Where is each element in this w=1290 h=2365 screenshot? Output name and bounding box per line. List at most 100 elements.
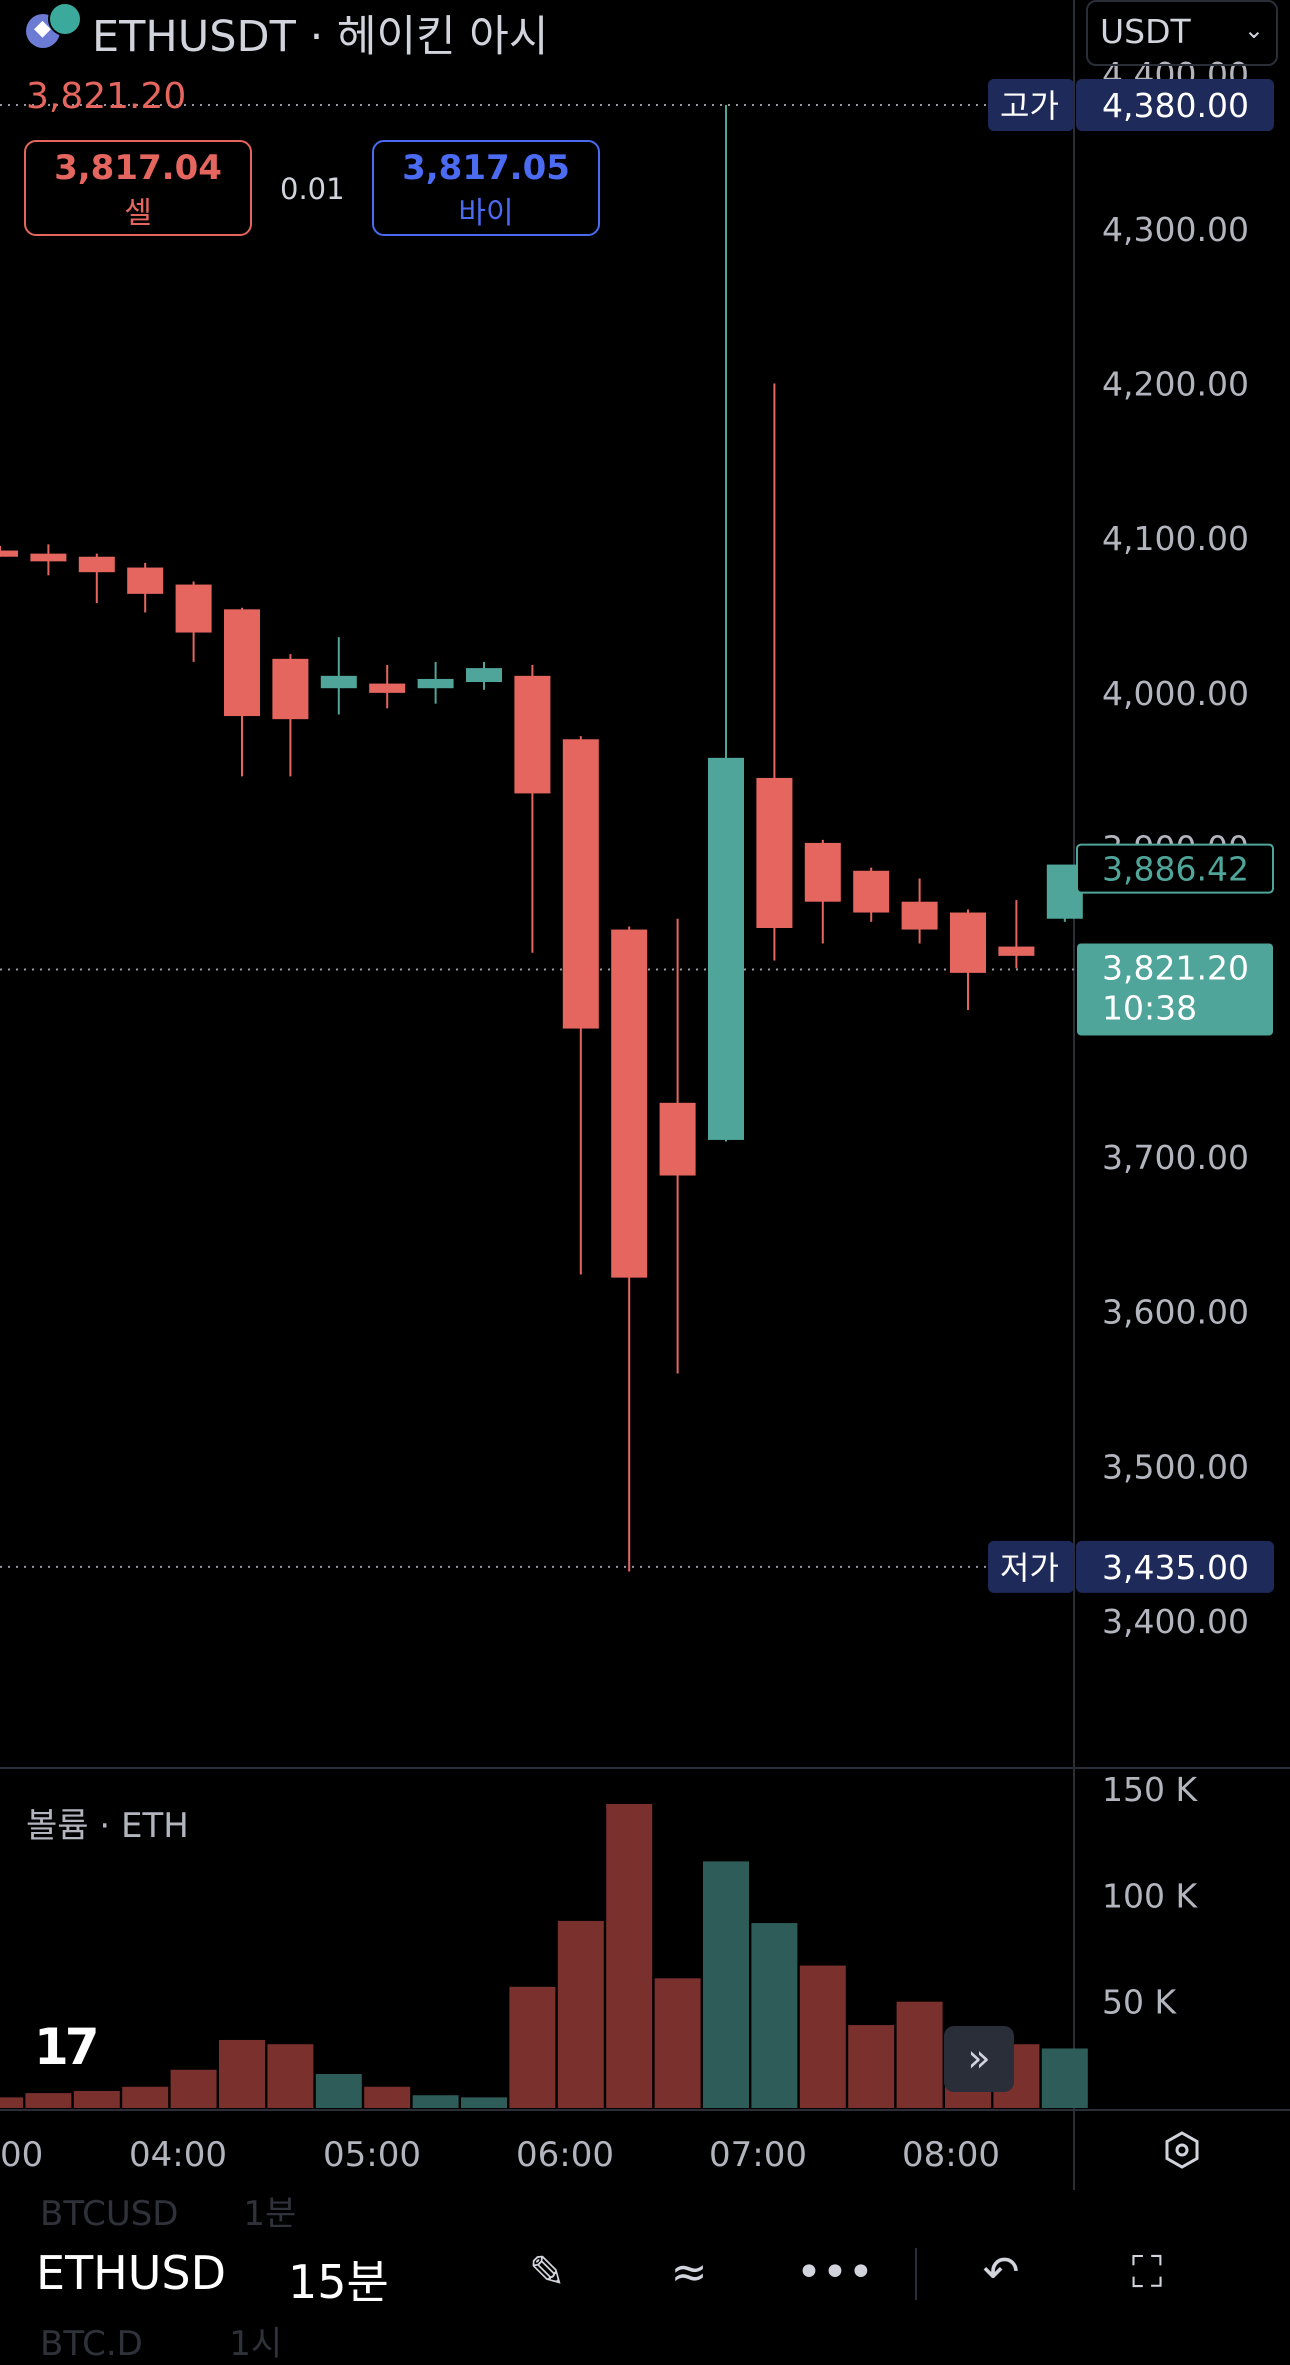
volume-bar xyxy=(606,1804,653,2108)
volume-tick-label: 100 K xyxy=(1102,1876,1198,1915)
volume-bar xyxy=(170,2069,217,2108)
volume-series xyxy=(0,1804,1088,2108)
low-price-badge xyxy=(1076,1540,1274,1593)
buy-price: 3,817.05 xyxy=(402,148,570,188)
volume-tick-label: 150 K xyxy=(1102,1770,1198,1809)
volume-bar xyxy=(0,2097,23,2108)
timeframe-picker[interactable]: 15분 xyxy=(288,2255,389,2309)
symbol-title[interactable]: ETHUSDT · 헤이킨 아시 xyxy=(92,12,549,62)
sell-label: 셀 xyxy=(124,196,152,231)
candle-body xyxy=(708,757,744,1140)
ghost-watchlist-row: BTC.D 1시 xyxy=(40,2324,283,2364)
low-label-tag xyxy=(988,1540,1074,1593)
time-tick-label: 08:00 xyxy=(902,2135,1000,2175)
price-tick-label: 3,700.00 xyxy=(1102,1138,1249,1177)
volume-tick-label: 50 K xyxy=(1102,1983,1177,2022)
candle-body xyxy=(127,567,164,594)
last-price: 3,821.20 xyxy=(26,76,187,117)
volume-bar xyxy=(703,1861,749,2108)
currency-select[interactable]: USDT ⌄ xyxy=(1086,0,1278,66)
candle-body xyxy=(998,946,1035,956)
candle-body xyxy=(272,658,309,720)
draw-pen-icon[interactable]: ✎ xyxy=(528,2247,566,2298)
volume-bar xyxy=(122,2086,169,2108)
time-tick-label: 00 xyxy=(0,2135,43,2175)
candle-body xyxy=(514,675,551,794)
candle-body xyxy=(224,609,260,717)
time-tick-label: 04:00 xyxy=(129,2135,227,2175)
low-price-badge-text: 3,435.00 xyxy=(1102,1548,1249,1587)
spread-value: 0.01 xyxy=(280,172,345,206)
marker-price-box xyxy=(1076,843,1274,894)
low-label-tag-text: 저가 xyxy=(1000,1549,1059,1587)
volume-bar xyxy=(799,1965,846,2108)
candle-body xyxy=(369,683,406,693)
volume-bar xyxy=(25,2093,72,2108)
candle-body xyxy=(562,739,599,1029)
scroll-to-realtime-button[interactable]: » xyxy=(944,2026,1014,2092)
undo-icon[interactable]: ↶ xyxy=(982,2247,1020,2298)
volume-bar xyxy=(73,2090,120,2108)
price-tick-label: 3,600.00 xyxy=(1102,1293,1249,1332)
volume-bar xyxy=(557,1920,604,2108)
exchange-badge-icon xyxy=(48,2,82,36)
currency-value: USDT xyxy=(1100,12,1191,51)
candle-body xyxy=(756,777,793,929)
ghost-watchlist-row: BTCUSD 1분 xyxy=(40,2194,297,2234)
sell-button[interactable]: 3,817.04 셀 xyxy=(24,140,252,236)
candle-body xyxy=(853,870,890,913)
fullscreen-icon[interactable]: ⛶ xyxy=(1131,2247,1163,2298)
sell-price: 3,817.04 xyxy=(54,148,222,188)
candle-body xyxy=(659,1102,696,1176)
price-tick-label: 3,500.00 xyxy=(1102,1447,1249,1486)
buy-label: 바이 xyxy=(458,196,514,231)
volume-bar xyxy=(412,2095,459,2108)
high-label-tag xyxy=(988,79,1074,131)
volume-bar xyxy=(654,1978,701,2108)
candle-body xyxy=(611,929,648,1278)
candle-body xyxy=(78,556,115,573)
high-label-tag-text: 고가 xyxy=(1000,87,1059,125)
volume-bar xyxy=(364,2086,411,2108)
candle-body xyxy=(320,675,357,689)
candle-body xyxy=(417,678,454,689)
countdown-text: 10:38 xyxy=(1102,988,1197,1027)
price-tick-label: 4,300.00 xyxy=(1102,210,1249,249)
candle-body xyxy=(466,668,502,683)
current-price-text: 3,821.20 xyxy=(1102,948,1249,987)
symbol-picker[interactable]: ETHUSD xyxy=(36,2246,227,2300)
marker-price-text: 3,886.42 xyxy=(1102,850,1249,889)
bottom-toolbar xyxy=(0,2190,1290,2350)
volume-bar xyxy=(1041,2048,1088,2108)
candle-body xyxy=(950,912,986,973)
candle-body xyxy=(901,901,938,930)
candle-body xyxy=(0,550,18,557)
volume-bar xyxy=(267,2044,314,2108)
volume-bar xyxy=(461,2097,507,2108)
time-tick-label: 06:00 xyxy=(516,2135,614,2175)
toolbar-divider xyxy=(915,2248,917,2300)
price-tick-label: 3,400.00 xyxy=(1102,1602,1249,1641)
volume-bar xyxy=(219,2039,265,2108)
volume-bar xyxy=(315,2073,362,2108)
candle-body xyxy=(804,842,841,902)
price-tick-label: 4,200.00 xyxy=(1102,364,1249,403)
high-price-badge-text: 4,380.00 xyxy=(1102,86,1249,125)
buy-button[interactable]: 3,817.05 바이 xyxy=(372,140,600,236)
price-tick-label: 4,000.00 xyxy=(1102,674,1249,713)
more-icon[interactable]: ••• xyxy=(796,2247,874,2298)
high-price-badge xyxy=(1076,79,1274,131)
volume-bar xyxy=(848,2025,895,2108)
current-price-box xyxy=(1077,943,1273,1036)
volume-bar xyxy=(509,1986,556,2108)
price-tick-label: 4,100.00 xyxy=(1102,519,1249,558)
tradingview-logo: 17 xyxy=(34,2018,100,2076)
volume-bar xyxy=(896,2001,943,2108)
candlestick-series xyxy=(0,105,1083,1572)
time-tick-label: 05:00 xyxy=(323,2135,421,2175)
candle-body xyxy=(175,584,212,633)
hexagon-settings-icon[interactable] xyxy=(1162,2130,1202,2170)
chevron-down-icon: ⌄ xyxy=(1243,16,1264,44)
indicators-icon[interactable]: ≈ xyxy=(670,2247,708,2298)
